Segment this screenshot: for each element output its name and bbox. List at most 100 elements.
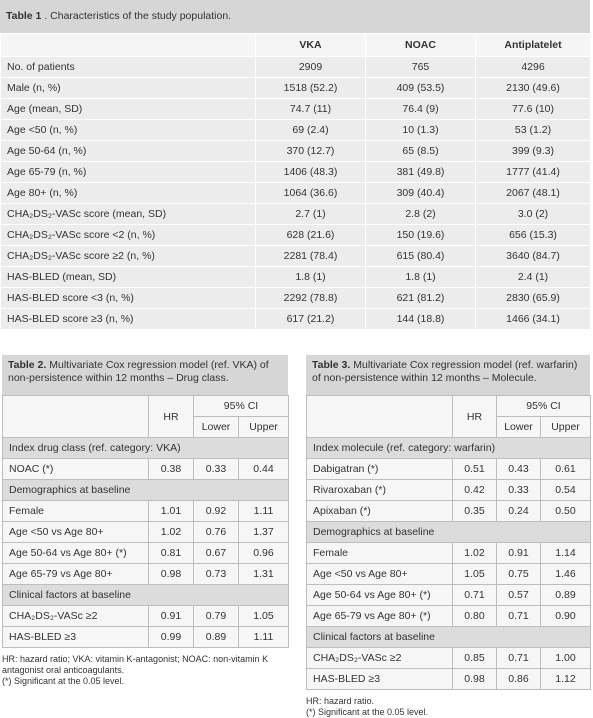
row-label: Age 65-79 (n, %) [0,161,256,183]
value-cell: 1.12 [540,668,591,690]
row-label: CHA₂DS₂-VASc score (mean, SD) [0,203,256,225]
row: NOAC (*) 0.38 0.33 0.44 [2,458,289,480]
value-cell: 0.54 [540,479,591,501]
value-cell: 2830 (65.9) [475,287,591,309]
section-header: Index drug class (ref. category: VKA) [2,437,289,459]
row: Age <50 vs Age 80+ 1.05 0.75 1.46 [306,563,591,585]
column-header: Upper [540,416,591,438]
row: HAS-BLED ≥3 0.98 0.86 1.12 [306,668,591,690]
value-cell: 0.92 [193,500,239,522]
value-cell: 0.79 [193,605,239,627]
row-label: CHA₂DS₂-VASc ≥2 [306,647,453,669]
value-cell: 1.02 [148,521,194,543]
footnote: (*) Significant at the 0.05 level. [306,707,429,717]
header-cell [0,33,256,57]
column-header: HR [452,395,497,438]
value-cell: 1.46 [540,563,591,585]
row-label: Dabigatran (*) [306,458,453,480]
caption-text: Multivariate Cox regression model (ref. … [8,359,269,384]
value-cell: 0.67 [193,542,239,564]
row: Age 50-64 vs Age 80+ (*) 0.71 0.57 0.89 [306,584,591,606]
row-label: CHA₂DS₂-VASc ≥2 [2,605,149,627]
column-header: Lower [193,416,239,438]
header-row: HR 95% CI [306,395,591,438]
value-cell: 381 (49.8) [365,161,476,183]
value-cell: 0.38 [148,458,194,480]
header-row: VKA NOAC Antiplatelet [0,33,591,57]
row: Index drug class (ref. category: VKA) [2,437,289,459]
value-cell: 1064 (36.6) [255,182,366,204]
row: CHA₂DS₂-VASc ≥2 0.85 0.71 1.00 [306,647,591,669]
value-cell: 2.7 (1) [255,203,366,225]
section-header: Demographics at baseline [2,479,289,501]
row: Male (n, %) 1518 (52.2) 409 (53.5) 2130 (49… [0,77,591,99]
value-cell: 3.0 (2) [475,203,591,225]
value-cell: 2.4 (1) [475,266,591,288]
row-label: HAS-BLED score ≥3 (n, %) [0,308,256,330]
row: Demographics at baseline [2,479,289,501]
value-cell: 53 (1.2) [475,119,591,141]
value-cell: 65 (8.5) [365,140,476,162]
table-caption: Table 3. Multivariate Cox regression mod… [306,355,590,395]
value-cell: 615 (80.4) [365,245,476,267]
value-cell: 1.11 [238,500,289,522]
row-label: Age 50-64 vs Age 80+ (*) [306,584,453,606]
value-cell: 0.76 [193,521,239,543]
value-cell: 0.91 [496,542,541,564]
header-cell [2,395,149,438]
value-cell: 10 (1.3) [365,119,476,141]
row: Age 80+ (n, %) 1064 (36.6) 309 (40.4) 2067 … [0,182,591,204]
value-cell: 1.02 [452,542,497,564]
value-cell: 0.98 [452,668,497,690]
row: Index molecule (ref. category: warfarin) [306,437,591,459]
value-cell: 399 (9.3) [475,140,591,162]
table: HR 95% CI Lower Upper Index drug class (ref.… [2,395,289,648]
table-2: Table 2. Multivariate Cox regression mod… [2,355,289,687]
column-header: Upper [238,416,289,438]
value-cell: 1.31 [238,563,289,585]
row-label: Age <50 vs Age 80+ [2,521,149,543]
column-header: Lower [496,416,541,438]
value-cell: 765 [365,56,476,78]
row: Female 1.02 0.91 1.14 [306,542,591,564]
row-label: Female [2,500,149,522]
value-cell: 0.42 [452,479,497,501]
row: Age 65-79 vs Age 80+ 0.98 0.73 1.31 [2,563,289,585]
column-header: NOAC [365,33,476,57]
caption-label: Table 1 [6,10,42,22]
row: Clinical factors at baseline [2,584,289,606]
row: HAS-BLED (mean, SD) 1.8 (1) 1.8 (1) 2.4 (1) [0,266,591,288]
row-label: Age <50 vs Age 80+ [306,563,453,585]
row: CHA₂DS₂-VASc score ≥2 (n, %) 2281 (78.4) 6… [0,245,591,267]
value-cell: 1.8 (1) [365,266,476,288]
row: Demographics at baseline [306,521,591,543]
caption-text: Multivariate Cox regression model (ref. … [312,359,578,384]
value-cell: 1406 (48.3) [255,161,366,183]
row-label: Apixaban (*) [306,500,453,522]
value-cell: 0.89 [540,584,591,606]
header-row: Lower Upper [3,416,289,438]
row-label: Age 65-79 vs Age 80+ (*) [306,605,453,627]
value-cell: 0.43 [496,458,541,480]
section-header: Clinical factors at baseline [306,626,591,648]
column-header: VKA [255,33,366,57]
row-label: Male (n, %) [0,77,256,99]
section-header: Index molecule (ref. category: warfarin) [306,437,591,459]
row: CHA₂DS₂-VASc score (mean, SD) 2.7 (1) 2.8 … [0,203,591,225]
row: CHA₂DS₂-VASc ≥2 0.91 0.79 1.05 [2,605,289,627]
footnotes: HR: hazard ratio; VKA: vitamin K-antagon… [2,654,288,687]
section-header: Demographics at baseline [306,521,591,543]
table-caption: Table 2. Multivariate Cox regression mod… [2,355,288,395]
value-cell: 2067 (48.1) [475,182,591,204]
value-cell: 1466 (34.1) [475,308,591,330]
row-label: HAS-BLED (mean, SD) [0,266,256,288]
row-label: Age 50-64 (n, %) [0,140,256,162]
value-cell: 0.89 [193,626,239,648]
value-cell: 656 (15.3) [475,224,591,246]
value-cell: 0.51 [452,458,497,480]
value-cell: 0.33 [193,458,239,480]
row-label: No. of patients [0,56,256,78]
row-label: Age <50 (n, %) [0,119,256,141]
row: No. of patients 2909 765 4296 [0,56,591,78]
